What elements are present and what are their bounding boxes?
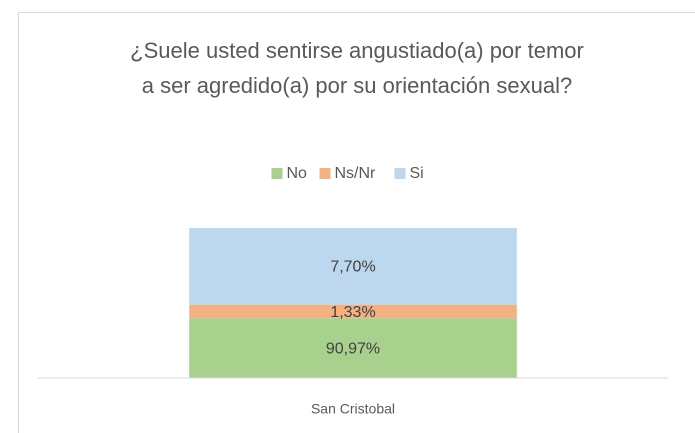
data-label: 7,70% — [330, 259, 375, 276]
legend-swatch — [271, 168, 283, 179]
x-tick-label: San Cristobal — [311, 401, 395, 417]
legend-label: Si — [410, 165, 424, 182]
bar-segment — [189, 228, 517, 305]
legend-label: No — [287, 165, 308, 182]
legend-swatch — [394, 168, 406, 179]
bar-segment — [189, 318, 517, 378]
legend-label: Ns/Nr — [335, 165, 377, 182]
data-label: 1,33% — [330, 304, 375, 321]
legend-swatch — [319, 168, 331, 179]
chart-frame — [18, 12, 695, 433]
bar-segment — [189, 305, 517, 319]
chart-title: ¿Suele usted sentirse angustiado(a) por … — [130, 38, 584, 98]
data-label: 90,97% — [326, 340, 380, 357]
